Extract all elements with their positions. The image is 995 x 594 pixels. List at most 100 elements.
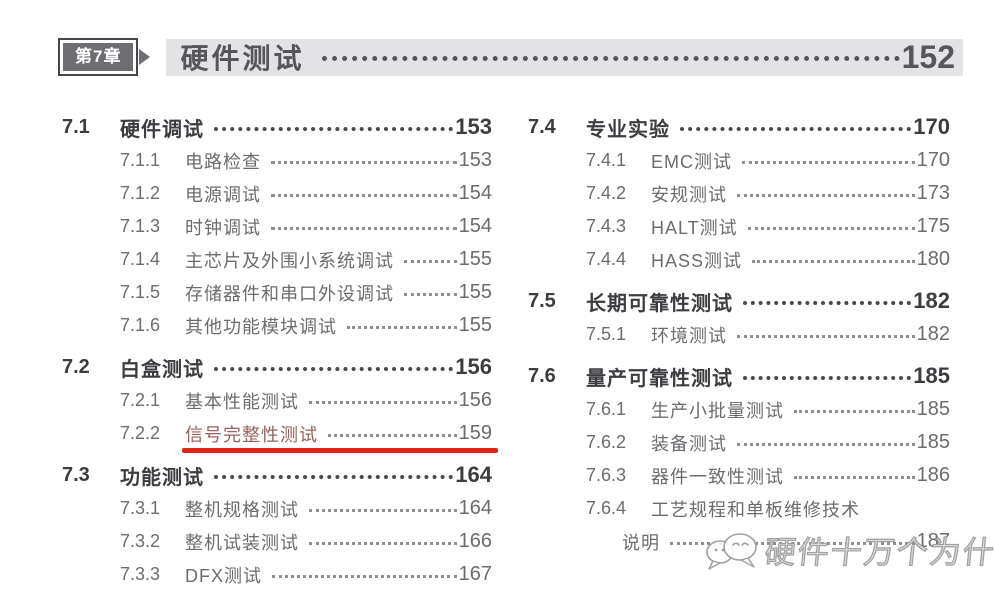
- dot-leader: [680, 115, 912, 131]
- chapter-header: 第7章 硬件测试 152: [58, 38, 963, 76]
- toc-entry-7-4: 7.4 专业实验 170: [528, 110, 950, 144]
- entry-title: 装备测试: [651, 433, 727, 454]
- entry-title: 存储器件和串口外设调试: [185, 283, 394, 304]
- toc-entry-7-4-4: 7.4.4 HASS测试 180: [586, 243, 950, 276]
- dot-leader: [743, 364, 912, 380]
- entry-number: 7.4.2: [586, 183, 627, 203]
- toc-entry-7-1-1: 7.1.1 电路检查 153: [120, 144, 492, 177]
- dot-leader: [404, 248, 457, 263]
- dot-leader: [214, 355, 454, 371]
- toc-entry-7-6: 7.6 量产可靠性测试 185: [528, 359, 950, 393]
- entry-number: 7.4.4: [586, 249, 627, 269]
- entry-number: 7.1.3: [120, 216, 161, 236]
- entry-page: 187: [916, 530, 950, 552]
- toc-entry-7-1-6: 7.1.6 其他功能模块调试 155: [120, 309, 492, 342]
- entry-number: 7.4.1: [586, 150, 627, 170]
- entry-title: EMC测试: [651, 151, 732, 172]
- entry-page: 154: [458, 215, 492, 237]
- entry-number: 7.6.4: [586, 498, 627, 518]
- dot-leader: [404, 281, 457, 296]
- dot-leader: [794, 398, 915, 413]
- dot-leader: [309, 530, 457, 545]
- toc-entry-7-2: 7.2 白盒测试 156: [62, 350, 492, 384]
- chapter-page-number: 152: [901, 38, 955, 75]
- toc-entry-7-5-1: 7.5.1 环境测试 182: [586, 318, 950, 351]
- entry-page: 153: [458, 149, 492, 171]
- entry-title: 其他功能模块调试: [185, 316, 337, 337]
- toc-entry-7-1: 7.1 硬件调试 153: [62, 110, 492, 144]
- toc-entry-7-3-3: 7.3.3 DFX测试 167: [120, 558, 492, 591]
- chapter-title: 硬件测试: [180, 43, 305, 74]
- dot-leader: [347, 314, 457, 329]
- entry-title: 信号完整性测试: [185, 424, 318, 445]
- entry-page: 175: [916, 215, 950, 237]
- dot-leader: [214, 115, 454, 131]
- entry-title: 硬件调试: [120, 118, 204, 141]
- toc-entry-7-4-2: 7.4.2 安规测试 173: [586, 177, 950, 210]
- toc-entry-7-1-3: 7.1.3 时钟调试 154: [120, 210, 492, 243]
- watermark-label: 硬件十万个为什么: [762, 534, 995, 570]
- entry-number: 7.5: [528, 289, 556, 312]
- entry-title: 电源调试: [185, 184, 261, 205]
- toc-entry-7-4-3: 7.4.3 HALT测试 175: [586, 210, 950, 243]
- entry-page: 164: [455, 462, 492, 487]
- entry-page: 155: [458, 281, 492, 303]
- entry-title: 说明: [622, 532, 660, 553]
- entry-title: DFX测试: [185, 565, 262, 586]
- dot-leader: [752, 248, 915, 263]
- entry-page: 182: [916, 323, 950, 345]
- toc-entry-7-3: 7.3 功能测试 164: [62, 458, 492, 492]
- entry-title: 量产可靠性测试: [586, 367, 733, 390]
- entry-number: 7.6.1: [586, 399, 627, 419]
- entry-title: 长期可靠性测试: [586, 292, 733, 315]
- entry-number: 7.1.4: [120, 249, 161, 269]
- entry-number: 7.2.2: [120, 423, 161, 443]
- entry-number: 7.2: [62, 355, 90, 378]
- toc-entry-7-3-2: 7.3.2 整机试装测试 166: [120, 525, 492, 558]
- entry-page: 155: [458, 248, 492, 270]
- toc-entry-7-2-2-highlighted: 7.2.2 信号完整性测试 159: [120, 417, 498, 453]
- entry-page: 182: [913, 288, 950, 313]
- entry-page: 173: [916, 182, 950, 204]
- watermark: 硬件十万个为什么: [703, 523, 995, 575]
- entry-number: 7.1: [62, 115, 90, 138]
- entry-page: 186: [916, 464, 950, 486]
- entry-title: HALT测试: [651, 217, 738, 238]
- entry-page: 153: [455, 114, 492, 139]
- toc-entry-7-2-1: 7.2.1 基本性能测试 156: [120, 384, 492, 417]
- dot-leader: [271, 149, 457, 164]
- red-highlight-underline: [182, 448, 498, 453]
- entry-title: 基本性能测试: [185, 391, 299, 412]
- entry-number: 7.4: [528, 115, 556, 138]
- entry-title: 生产小批量测试: [651, 400, 784, 421]
- table-of-contents: 7.1 硬件调试 153 7.1.1 电路检查 153 7.1.2 电源调试 1…: [62, 108, 950, 591]
- toc-entry-7-6-4-continuation: 说明 187: [622, 525, 950, 558]
- entry-title: 电路检查: [185, 151, 261, 172]
- toc-entry-7-6-4: 7.6.4 工艺规程和单板维修技术: [586, 492, 950, 525]
- entry-title: 工艺规程和单板维修技术: [651, 499, 860, 520]
- dot-leader: [214, 463, 454, 479]
- entry-number: 7.1.1: [120, 150, 161, 170]
- entry-title: 器件一致性测试: [651, 466, 784, 487]
- toc-column-right: 7.4 专业实验 170 7.4.1 EMC测试 170 7.4.2 安规测试 …: [528, 108, 950, 591]
- entry-number: 7.1.5: [120, 282, 161, 302]
- dot-leader: [309, 497, 457, 512]
- entry-number: 7.6: [528, 364, 556, 387]
- entry-number: 7.4.3: [586, 216, 627, 236]
- entry-page: 166: [458, 530, 492, 552]
- chapter-dot-leader: [322, 51, 900, 61]
- dot-leader: [737, 431, 915, 446]
- toc-entry-7-6-2: 7.6.2 装备测试 185: [586, 426, 950, 459]
- entry-page: 156: [455, 354, 492, 379]
- toc-entry-7-1-2: 7.1.2 电源调试 154: [120, 177, 492, 210]
- dot-leader: [328, 422, 457, 437]
- dot-leader: [271, 182, 457, 197]
- entry-page: 180: [916, 248, 950, 270]
- entry-title: 白盒测试: [120, 358, 204, 381]
- chapter-arrow-icon: [139, 49, 151, 65]
- dot-leader: [794, 464, 915, 479]
- entry-page: 154: [458, 182, 492, 204]
- toc-entry-7-1-4: 7.1.4 主芯片及外围小系统调试 155: [120, 243, 492, 276]
- entry-page: 170: [913, 114, 950, 139]
